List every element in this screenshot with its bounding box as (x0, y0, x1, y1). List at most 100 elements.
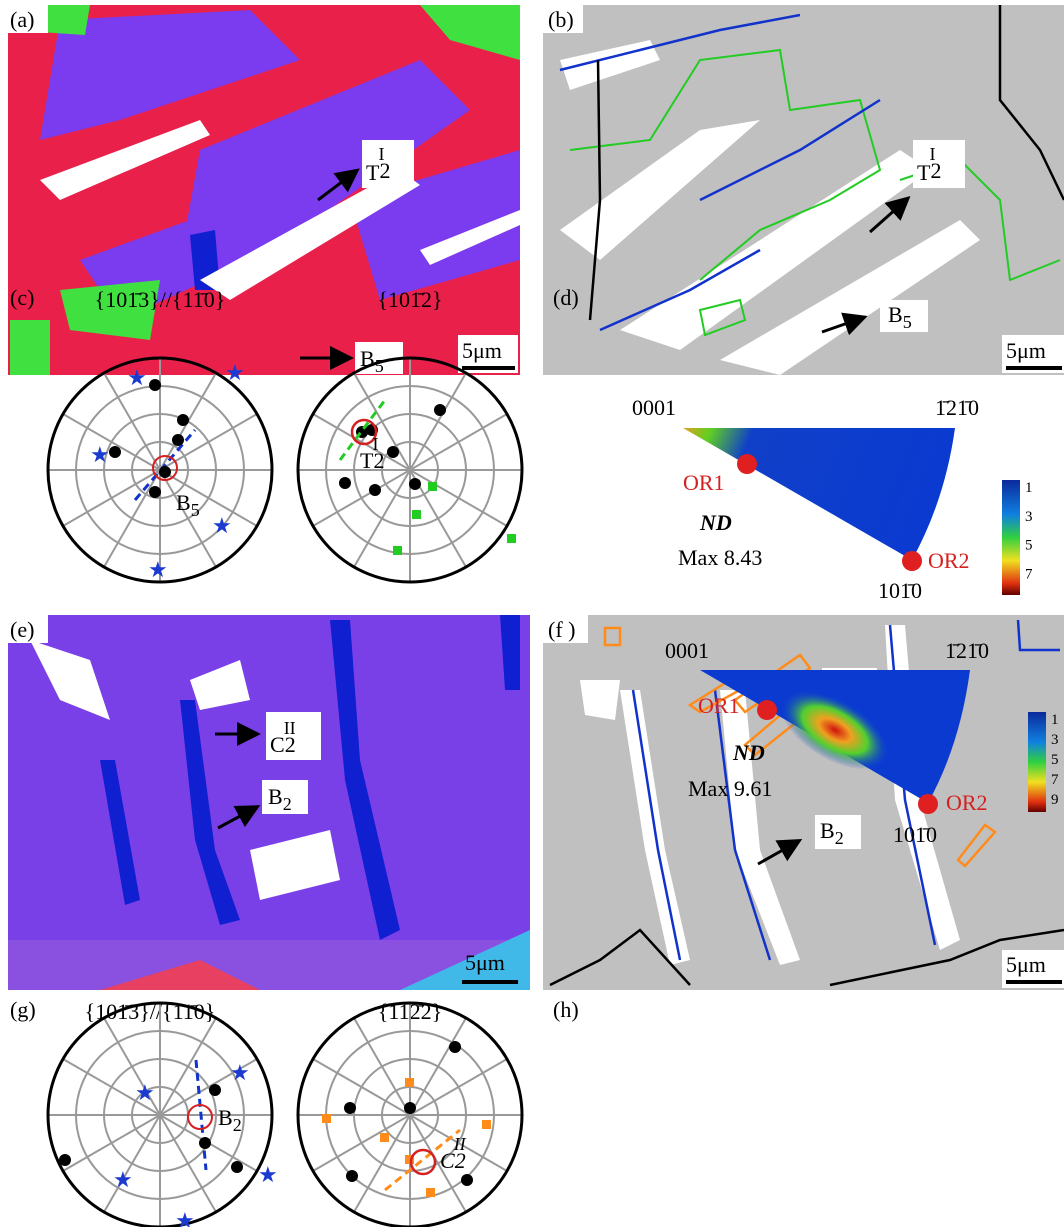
pole-figures-g: (g) {101̄3}//{11̄0} {112̄2} ★★★ ★★ B2 C2I… (10, 997, 524, 1227)
panel-label: (f ) (548, 617, 575, 642)
ipf-axis: ND (732, 740, 765, 765)
base: B (888, 302, 903, 327)
sub: 2 (283, 794, 292, 814)
colorbar-label: 3 (1051, 732, 1059, 748)
pole-title: {101̄3}//{11̄0} (95, 287, 226, 312)
svg-text:★: ★ (225, 360, 245, 385)
sup: I (372, 434, 378, 454)
max-label: Max 8.43 (678, 545, 762, 570)
pole-figures-c: (c) {101̄3}//{11̄0} {101̄2} ★ ★★★★ B5 T2I (10, 285, 524, 584)
panel-label: (c) (10, 285, 34, 310)
base: B (218, 1105, 233, 1130)
net-spoke (62, 1058, 258, 1172)
colorbar-label: 3 (1025, 509, 1033, 525)
base: T (917, 160, 931, 185)
or-label: OR2 (928, 548, 970, 573)
twin-label: T2I (917, 144, 941, 185)
scale-text: 5μm (462, 338, 502, 363)
corner-label: 1̄21̄0 (935, 395, 979, 420)
corner-label: 1̄21̄0 (945, 638, 989, 663)
corner-label: 101̄0 (893, 822, 937, 847)
sub: 5 (191, 500, 200, 520)
svg-text:★: ★ (175, 1208, 195, 1227)
map-b: T2I B5 5μm (b) (543, 5, 1064, 375)
sub: 2 (285, 732, 296, 757)
sub: 5 (375, 356, 384, 376)
net-spoke (312, 1058, 508, 1172)
sub: 2 (379, 158, 390, 183)
scale-text: 5μm (465, 950, 505, 975)
net-spoke (312, 413, 508, 527)
map-a: T2I B5 5μm (a) (8, 5, 520, 376)
base: B (268, 784, 283, 809)
base: T (366, 160, 380, 185)
svg-text:★: ★ (258, 1162, 278, 1187)
sup: II (453, 1134, 467, 1154)
colorbar-label: 5 (1051, 752, 1059, 768)
or-label: OR1 (683, 470, 725, 495)
sup: I (929, 144, 935, 164)
panel-label: (e) (10, 617, 34, 642)
corner-label: 0001 (632, 395, 676, 420)
band-label: B2 (268, 784, 292, 814)
colorbar-label: 1 (1025, 480, 1033, 496)
svg-text:★: ★ (135, 1080, 155, 1105)
net-rim (296, 356, 524, 584)
corner-label: 101̄0 (878, 578, 922, 603)
panel-label: (g) (10, 997, 36, 1022)
colorbar-ticks: 1 3 5 7 (1025, 480, 1033, 582)
sub: 2 (373, 448, 384, 473)
panel-label: (h) (553, 997, 579, 1022)
ipf-d: (d) 0001 1̄21̄0 101̄0 OR1 OR2 ND Max 8.4… (553, 285, 1033, 603)
ipf-h: (h) 0001 1̄21̄0 101̄0 OR1 OR2 ND Max 9.6… (553, 638, 1059, 1022)
sub: 2 (233, 1115, 242, 1135)
or-label: OR1 (698, 693, 740, 718)
colorbar-label: 1 (1051, 712, 1059, 728)
or-label: OR2 (946, 790, 988, 815)
base: C (270, 732, 285, 757)
svg-text:★: ★ (148, 557, 168, 582)
base: B (820, 818, 835, 843)
twin-label: C2II (270, 718, 296, 757)
map-e: C2II B2 5μm (e) (8, 615, 530, 990)
ipf-axis: ND (699, 510, 732, 535)
sup: I (378, 144, 384, 164)
net-rim (296, 1001, 524, 1227)
svg-text:★: ★ (90, 442, 110, 467)
net-rim (46, 1001, 274, 1227)
svg-text:★: ★ (113, 1167, 133, 1192)
stereonets (46, 1001, 524, 1227)
pole-mark: B5 (176, 490, 200, 520)
colorbar-label: 7 (1025, 566, 1033, 582)
base: C (440, 1148, 455, 1173)
pole-mark: T2I (360, 434, 384, 473)
base: T (360, 448, 374, 473)
pole-mark: B2 (218, 1105, 242, 1135)
sub: 2 (930, 158, 941, 183)
band-label: B2 (820, 818, 844, 848)
sub: 2 (835, 828, 844, 848)
svg-text:★: ★ (127, 365, 147, 390)
base: B (176, 490, 191, 515)
svg-text:★: ★ (212, 513, 232, 538)
pole-title: {101̄2} (377, 287, 442, 312)
colorbar-label: 9 (1051, 792, 1059, 808)
max-label: Max 9.61 (688, 776, 772, 801)
scale-text: 5μm (1006, 952, 1046, 977)
net-rim (46, 356, 274, 584)
sup: II (284, 718, 296, 738)
colorbar-ticks: 1 3 5 7 9 (1051, 712, 1059, 808)
svg-text:★: ★ (230, 1060, 250, 1085)
colorbar-label: 7 (1051, 772, 1059, 788)
sub: 2 (455, 1148, 466, 1173)
band-label: B5 (888, 302, 912, 332)
corner-label: 0001 (665, 638, 709, 663)
stereonets (46, 356, 524, 584)
panel-label: (b) (548, 7, 574, 32)
twin-label: T2I (366, 144, 390, 185)
panel-label: (d) (553, 285, 579, 310)
pole-mark: C2II (440, 1134, 467, 1173)
colorbar-label: 5 (1025, 538, 1033, 554)
